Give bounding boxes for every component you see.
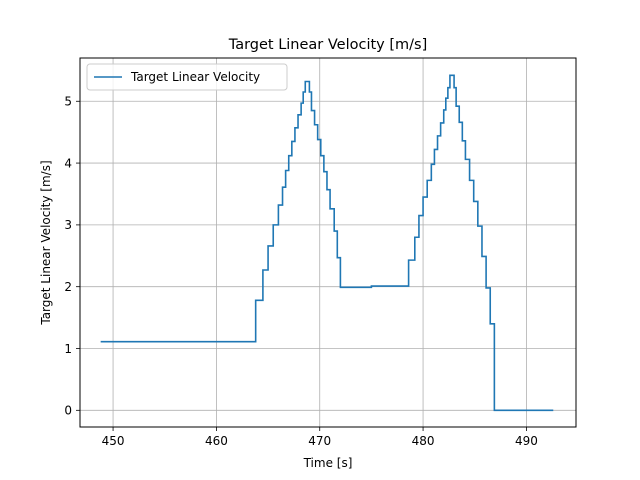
y-axis-label: Target Linear Velocity [m/s] xyxy=(39,160,53,325)
y-tick-label: 5 xyxy=(64,95,72,109)
series-line xyxy=(100,74,554,412)
x-tick-label: 460 xyxy=(205,434,228,448)
x-axis-label: Time [s] xyxy=(303,456,353,470)
grid xyxy=(80,58,576,427)
x-tick-label: 450 xyxy=(102,434,125,448)
x-tick-label: 480 xyxy=(412,434,435,448)
y-tick-label: 0 xyxy=(64,404,72,418)
ticks: 450 460 470 480 490 0 1 2 3 4 5 xyxy=(64,95,537,448)
legend-box xyxy=(86,63,288,91)
series-layer xyxy=(100,74,554,412)
chart-title: Target Linear Velocity [m/s] xyxy=(228,37,428,53)
x-tick-label: 470 xyxy=(308,434,331,448)
y-tick-label: 4 xyxy=(64,156,72,170)
y-tick-label: 3 xyxy=(64,218,72,232)
y-tick-label: 2 xyxy=(64,280,72,294)
plot-frame xyxy=(79,57,577,428)
legend: Target Linear Velocity xyxy=(86,63,288,91)
legend-entry-label: Target Linear Velocity xyxy=(130,70,260,84)
y-tick-label: 1 xyxy=(64,342,72,356)
x-tick-label: 490 xyxy=(515,434,538,448)
